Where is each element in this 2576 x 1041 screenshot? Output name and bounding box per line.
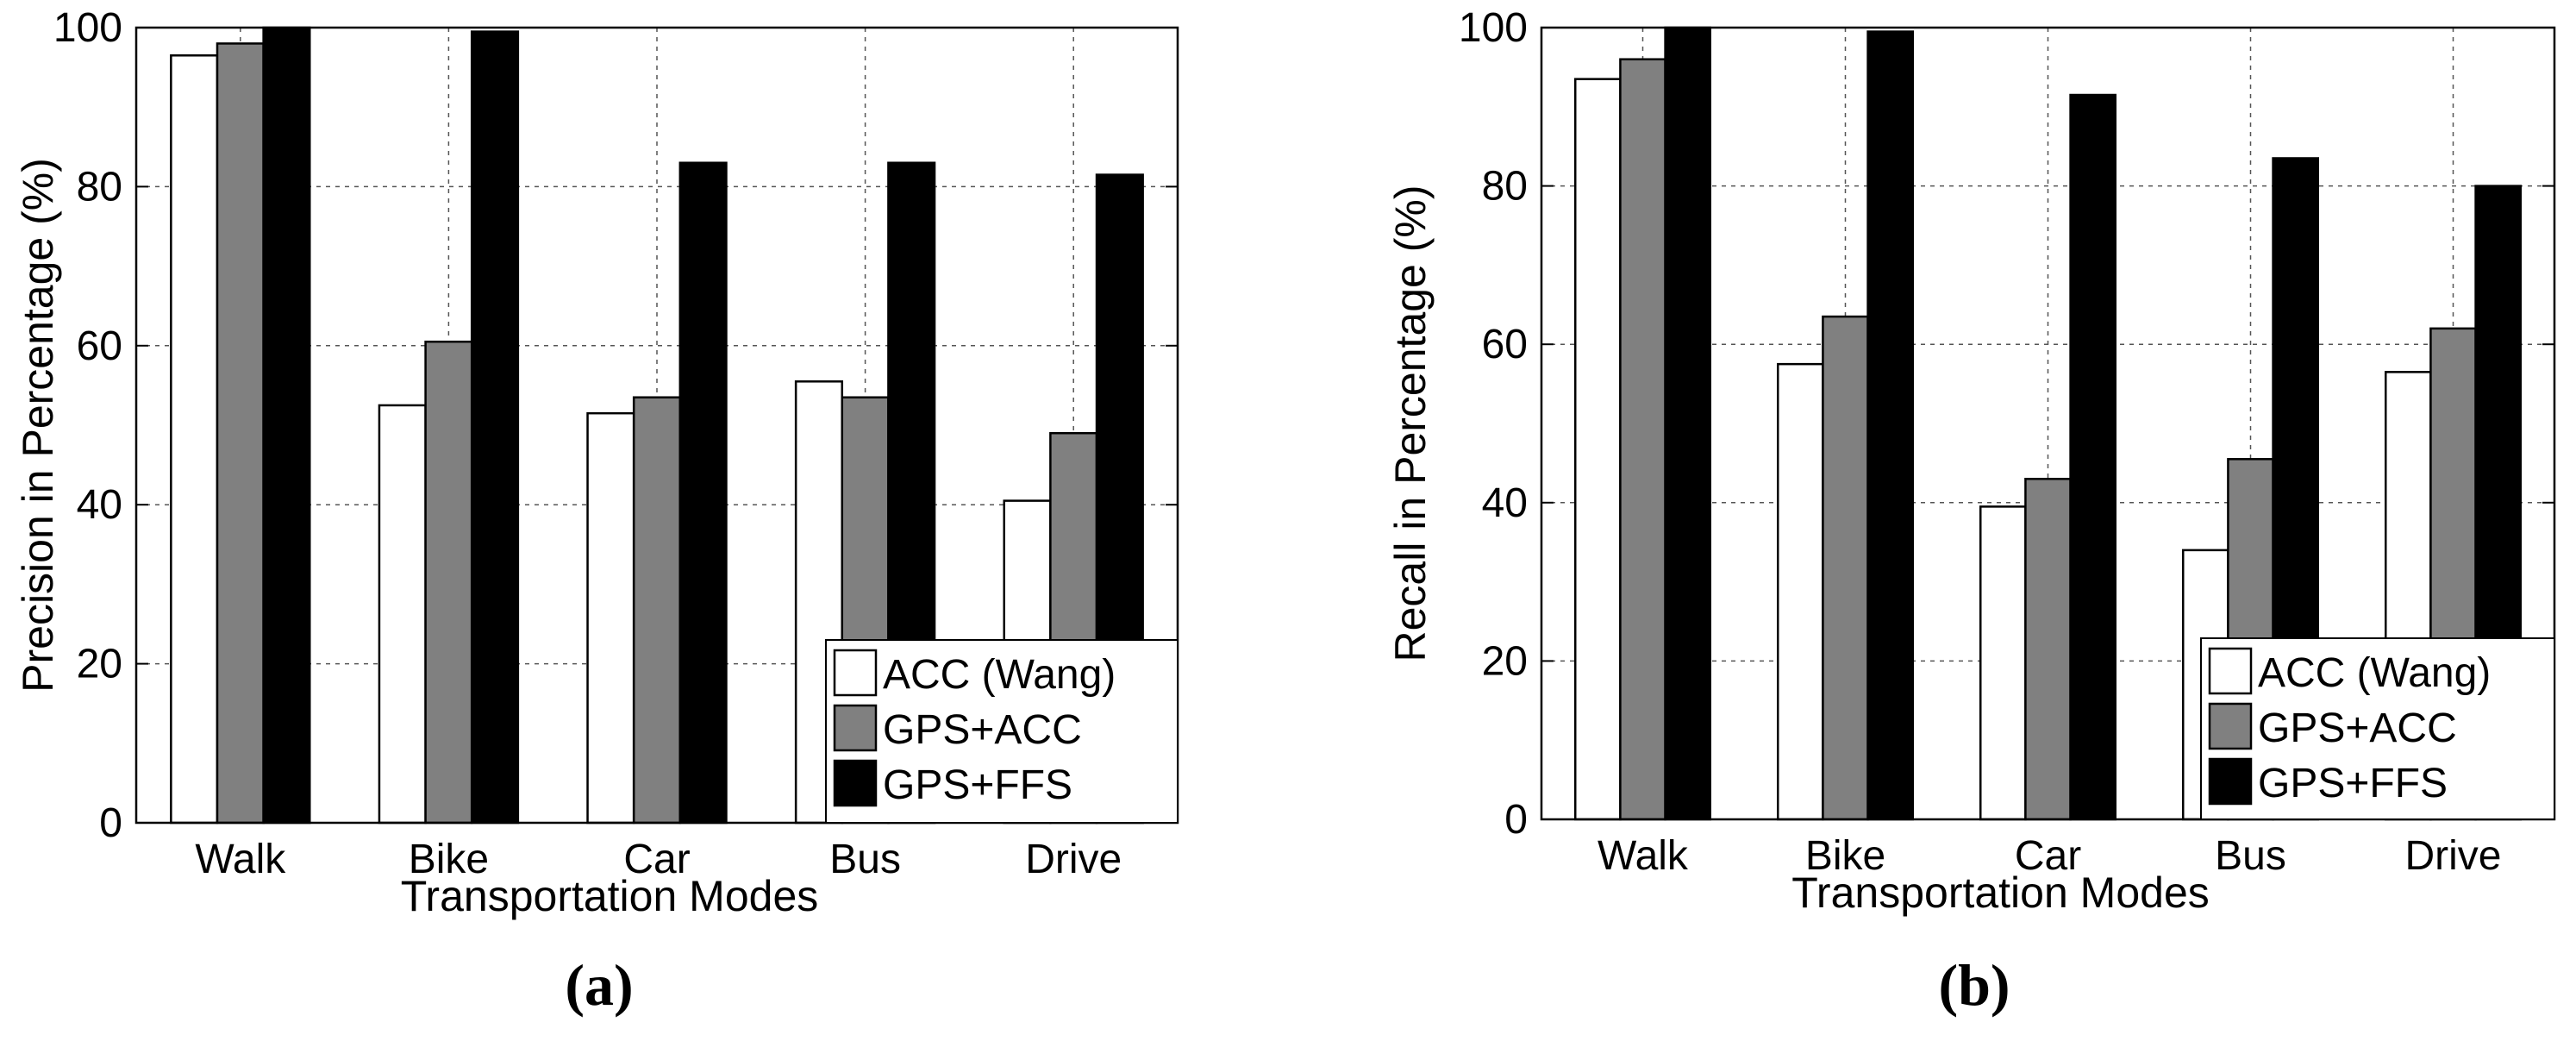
y-tick-label: 20: [77, 642, 122, 687]
legend: ACC (Wang) GPS+ACC GPS+FFS: [2200, 637, 2555, 820]
bar-acc-wang-car: [1979, 505, 2027, 821]
legend-box: [2200, 637, 2555, 820]
y-tick-label: 100: [53, 5, 122, 51]
bar-acc-wang-bike: [1776, 362, 1824, 821]
x-tick-label: Bus: [2215, 833, 2286, 879]
legend-swatch: [2208, 702, 2253, 750]
y-tick-label: 60: [1482, 322, 1528, 367]
axes-frame: [1540, 26, 2556, 821]
x-tick-label: Drive: [2404, 833, 2501, 879]
x-axis-label: Transportation Modes: [401, 872, 819, 920]
bar-acc-wang-walk: [170, 54, 219, 825]
legend-label: GPS+FFS: [2258, 761, 2448, 806]
panel-caption: (a): [565, 952, 633, 1018]
legend-swatch: [833, 704, 878, 752]
x-tick-label: Walk: [195, 837, 286, 882]
x-axis-label: Transportation Modes: [1791, 869, 2210, 917]
panel-caption: (b): [1938, 952, 2010, 1018]
panel-a: 0 20 40 60 80 100 Walk Bike Car Bus Drive Transport…: [14, 5, 1179, 1018]
bar-gps-acc-bike: [424, 340, 473, 825]
bar-gps-ffs-walk: [262, 26, 311, 825]
y-tick-label: 60: [77, 323, 122, 369]
legend-label: GPS+FFS: [883, 762, 1072, 808]
axes-frame: [134, 26, 1179, 825]
bar-gps-ffs-bike: [470, 30, 520, 825]
y-tick-label: 40: [77, 482, 122, 528]
legend-label: GPS+ACC: [883, 707, 1082, 753]
legend-swatch: [833, 759, 878, 807]
bar-acc-wang-bike: [378, 404, 427, 825]
y-tick-label: 0: [1504, 797, 1528, 843]
legend-label: ACC (Wang): [2258, 650, 2491, 696]
legend-swatch: [2208, 647, 2253, 695]
legend-label: ACC (Wang): [883, 652, 1116, 698]
bar-acc-wang-car: [586, 411, 635, 825]
bar-acc-wang-walk: [1573, 78, 1622, 821]
bar-gps-acc-walk: [1619, 58, 1666, 821]
y-tick-label: 80: [77, 164, 122, 210]
bar-gps-acc-bike: [1822, 315, 1869, 821]
y-tick-label: 20: [1482, 638, 1528, 684]
y-tick-label: 40: [1482, 480, 1528, 526]
y-axis-label: Recall in Percentage (%): [1386, 185, 1435, 662]
x-tick-label: Bike: [409, 837, 489, 882]
bar-gps-ffs-car: [678, 161, 728, 825]
y-tick-label: 0: [99, 800, 122, 846]
bar-gps-ffs-car: [2069, 93, 2117, 821]
legend: ACC (Wang) GPS+ACC GPS+FFS: [825, 639, 1179, 824]
y-axis-label: Precision in Percentage (%): [14, 158, 62, 693]
x-tick-label: Bike: [1805, 833, 1885, 879]
bar-gps-acc-car: [632, 396, 682, 825]
legend-box: [825, 639, 1179, 824]
y-tick-label: 100: [1459, 5, 1528, 51]
x-tick-label: Car: [2015, 833, 2081, 879]
legend-label: GPS+ACC: [2258, 705, 2457, 751]
bar-gps-ffs-walk: [1664, 26, 1712, 821]
bar-gps-ffs-bike: [1866, 30, 1915, 821]
bar-gps-acc-car: [2024, 478, 2072, 821]
x-tick-label: Walk: [1597, 833, 1689, 879]
x-tick-label: Bus: [829, 837, 901, 882]
x-tick-label: Car: [623, 837, 690, 882]
x-tick-label: Drive: [1025, 837, 1122, 882]
panel-b: 0 20 40 60 80 100 Walk Bike Car Bus Drive Transport…: [1386, 5, 2556, 1018]
legend-swatch: [2208, 757, 2253, 806]
bar-gps-acc-walk: [216, 42, 265, 825]
legend-swatch: [833, 649, 878, 697]
y-tick-label: 80: [1482, 164, 1528, 210]
